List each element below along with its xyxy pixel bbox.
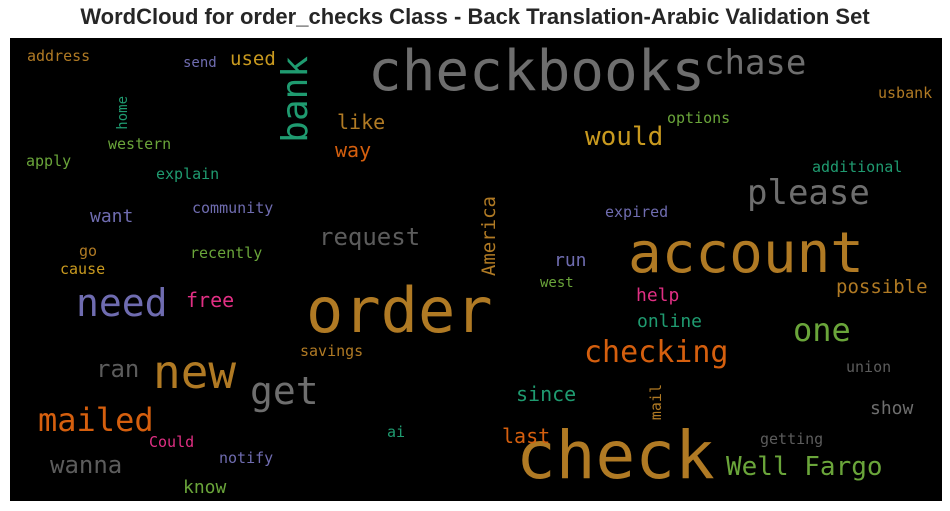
word-know: know bbox=[183, 477, 227, 498]
word-cause: cause bbox=[60, 260, 106, 278]
word-new: new bbox=[153, 345, 237, 399]
word-since: since bbox=[516, 382, 577, 406]
word-order: order bbox=[306, 274, 493, 347]
word-apply: apply bbox=[26, 152, 72, 170]
word-mailed: mailed bbox=[38, 401, 154, 439]
word-america: America bbox=[478, 196, 500, 277]
word-possible: possible bbox=[836, 276, 928, 298]
word-savings: savings bbox=[300, 342, 364, 360]
word-show: show bbox=[870, 398, 914, 419]
word-well-fargo: Well Fargo bbox=[726, 452, 883, 482]
word-recently: recently bbox=[190, 244, 263, 262]
word-one: one bbox=[793, 311, 851, 349]
word-would: would bbox=[585, 122, 664, 152]
word-checking: checking bbox=[584, 335, 729, 370]
word-online: online bbox=[637, 311, 703, 332]
word-chase: chase bbox=[704, 43, 807, 83]
word-like: like bbox=[337, 110, 386, 134]
word-could: Could bbox=[149, 433, 195, 451]
word-help: help bbox=[636, 285, 680, 306]
word-way: way bbox=[335, 138, 372, 162]
word-cloud: checkbooks order check account new need … bbox=[10, 38, 942, 501]
word-union: union bbox=[846, 358, 892, 376]
word-free: free bbox=[186, 288, 235, 312]
word-western: western bbox=[108, 135, 172, 153]
word-additional: additional bbox=[812, 158, 903, 176]
word-mail: mail bbox=[647, 384, 665, 421]
word-bank: bank bbox=[275, 56, 316, 143]
word-notify: notify bbox=[219, 449, 274, 467]
word-checkbooks: checkbooks bbox=[368, 39, 706, 104]
word-check: check bbox=[516, 417, 715, 494]
word-usbank: usbank bbox=[878, 84, 933, 102]
word-wanna: wanna bbox=[50, 451, 123, 479]
word-ran: ran bbox=[96, 355, 140, 383]
word-west: west bbox=[540, 275, 574, 291]
word-ai: ai bbox=[387, 423, 406, 441]
word-options: options bbox=[667, 109, 731, 127]
word-getting: getting bbox=[760, 430, 824, 448]
word-go: go bbox=[79, 242, 98, 260]
word-please: please bbox=[747, 173, 870, 213]
word-address: address bbox=[27, 47, 91, 65]
word-expired: expired bbox=[605, 203, 669, 221]
word-community: community bbox=[192, 199, 274, 217]
word-request: request bbox=[319, 223, 421, 251]
word-explain: explain bbox=[156, 165, 220, 183]
word-home: home bbox=[115, 96, 131, 130]
word-run: run bbox=[554, 250, 587, 271]
word-want: want bbox=[90, 206, 134, 227]
word-send: send bbox=[183, 55, 217, 71]
word-used: used bbox=[230, 48, 276, 70]
word-account: account bbox=[628, 221, 865, 286]
word-last: last bbox=[502, 424, 551, 448]
word-get: get bbox=[250, 369, 319, 413]
word-need: need bbox=[76, 281, 168, 325]
chart-title: WordCloud for order_checks Class - Back … bbox=[80, 4, 870, 29]
